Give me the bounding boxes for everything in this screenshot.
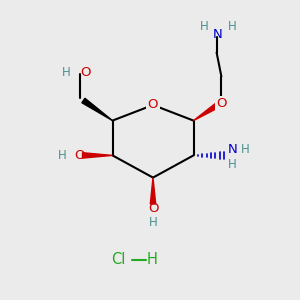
Text: N: N <box>227 143 237 156</box>
Polygon shape <box>82 153 112 158</box>
Text: H: H <box>228 158 237 171</box>
Text: H: H <box>61 65 70 79</box>
Text: N: N <box>213 28 223 41</box>
Text: O: O <box>148 202 159 215</box>
Text: H: H <box>148 216 158 229</box>
Text: H: H <box>200 20 208 33</box>
Polygon shape <box>150 178 156 204</box>
Polygon shape <box>82 98 112 121</box>
Text: H: H <box>228 20 237 33</box>
Text: O: O <box>75 148 85 162</box>
Text: H: H <box>147 252 158 267</box>
Text: O: O <box>148 98 158 112</box>
Polygon shape <box>194 103 219 121</box>
Text: O: O <box>81 65 91 79</box>
Text: Cl: Cl <box>111 252 126 267</box>
Text: H: H <box>57 148 66 162</box>
Text: H: H <box>241 143 250 156</box>
Text: O: O <box>216 97 227 110</box>
